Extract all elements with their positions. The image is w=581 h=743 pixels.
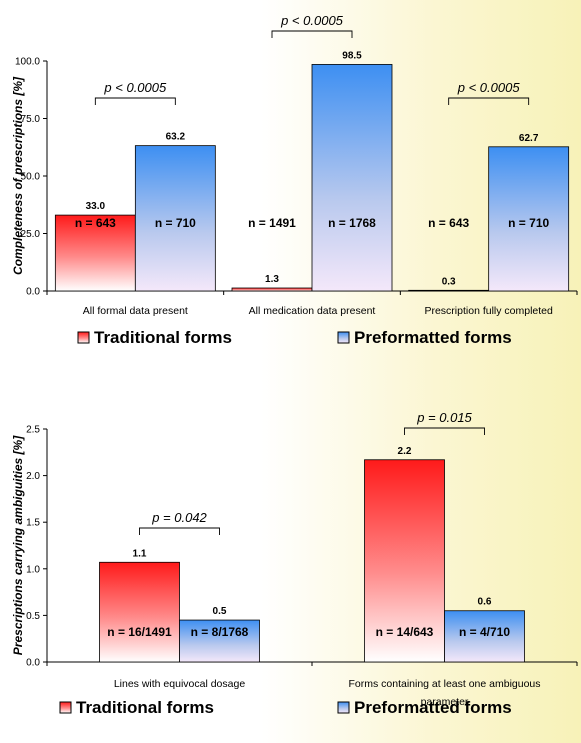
x-category-label: Forms containing at least one ambiguous p… — [348, 678, 540, 708]
p-value-label: p < 0.0005 — [280, 13, 344, 28]
bar-preformatted — [134, 145, 216, 292]
bar-traditional — [364, 459, 445, 663]
legend-swatch-preformatted — [337, 331, 350, 344]
legend-swatch-preformatted — [337, 701, 350, 714]
bar-n-label: n = 14/643 — [376, 625, 434, 639]
p-value-label: p < 0.0005 — [103, 80, 167, 95]
bar-value-label: 63.2 — [166, 132, 186, 143]
bar-value-label: 1.1 — [133, 548, 147, 559]
y-tick-label: 0.0 — [26, 287, 40, 298]
significance-bracket — [448, 97, 530, 105]
bar-traditional — [408, 289, 490, 292]
bar-preformatted — [488, 146, 570, 292]
significance-bracket — [139, 527, 220, 535]
significance-bracket — [94, 97, 176, 105]
bar-value-label: 98.5 — [342, 50, 362, 61]
bar-n-label: n = 4/710 — [459, 625, 510, 639]
bar-n-label: n = 8/1768 — [191, 625, 249, 639]
legend-label-traditional: Traditional forms — [76, 698, 214, 717]
bar-preformatted — [179, 619, 260, 663]
x-category-label: Prescription fully completed — [424, 305, 553, 317]
bar-value-label: 33.0 — [86, 201, 106, 212]
bar-traditional — [99, 561, 180, 663]
bar-value-label: 0.6 — [478, 597, 492, 608]
bar-n-label: n = 710 — [155, 216, 196, 230]
bar-traditional — [54, 214, 136, 292]
bar-value-label: 2.2 — [398, 446, 412, 457]
bar-traditional — [231, 287, 313, 292]
x-category-label-line: parameter — [421, 696, 469, 708]
p-value-label: p = 0.015 — [416, 410, 472, 425]
y-tick-label: 0.0 — [26, 658, 40, 669]
bar-value-label: 0.5 — [213, 606, 227, 617]
x-category-label: All formal data present — [83, 305, 188, 317]
y-tick-label: 0.5 — [26, 611, 40, 622]
bar-n-label: n = 643 — [75, 216, 116, 230]
legend-swatch-traditional — [59, 701, 72, 714]
bar-n-label: n = 1491 — [248, 216, 296, 230]
x-category-label-line: Forms containing at least one ambiguous — [348, 678, 540, 690]
y-tick-label: 50.0 — [21, 172, 41, 183]
legend-label-preformatted: Preformatted forms — [354, 328, 512, 347]
y-axis-label: Prescriptions carrying ambiguities [%] — [11, 435, 25, 655]
p-value-label: p < 0.0005 — [457, 80, 521, 95]
y-tick-label: 25.0 — [21, 229, 41, 240]
bar-n-label: n = 710 — [508, 216, 549, 230]
legend-swatch-traditional — [77, 331, 90, 344]
bar-preformatted — [444, 610, 525, 663]
y-axis-label: Completeness of prescriptions [%] — [11, 76, 25, 275]
bar-n-label: n = 1768 — [328, 216, 376, 230]
y-tick-label: 2.5 — [26, 425, 40, 436]
y-tick-label: 100.0 — [15, 57, 40, 68]
significance-bracket — [404, 427, 485, 435]
bar-n-label: n = 643 — [428, 216, 469, 230]
bar-value-label: 62.7 — [519, 133, 539, 144]
chart-completeness: 0.0 25.0 50.0 75.0 100.0 Completeness of pres… — [11, 13, 578, 347]
y-tick-label: 1.0 — [26, 564, 40, 575]
x-category-label: All medication data present — [249, 305, 376, 317]
x-category-label: Lines with equivocal dosage — [114, 678, 245, 690]
bar-n-label: n = 16/1491 — [107, 625, 172, 639]
bar-preformatted — [311, 64, 393, 292]
y-tick-label: 1.5 — [26, 518, 40, 529]
bar-value-label: 1.3 — [265, 274, 279, 285]
y-tick-label: 2.0 — [26, 471, 40, 482]
p-value-label: p = 0.042 — [151, 510, 207, 525]
y-tick-label: 75.0 — [21, 114, 41, 125]
legend-label-preformatted: Preformatted forms — [354, 698, 512, 717]
legend-label-traditional: Traditional forms — [94, 328, 232, 347]
significance-bracket — [271, 30, 353, 38]
bar-value-label: 0.3 — [442, 276, 456, 287]
